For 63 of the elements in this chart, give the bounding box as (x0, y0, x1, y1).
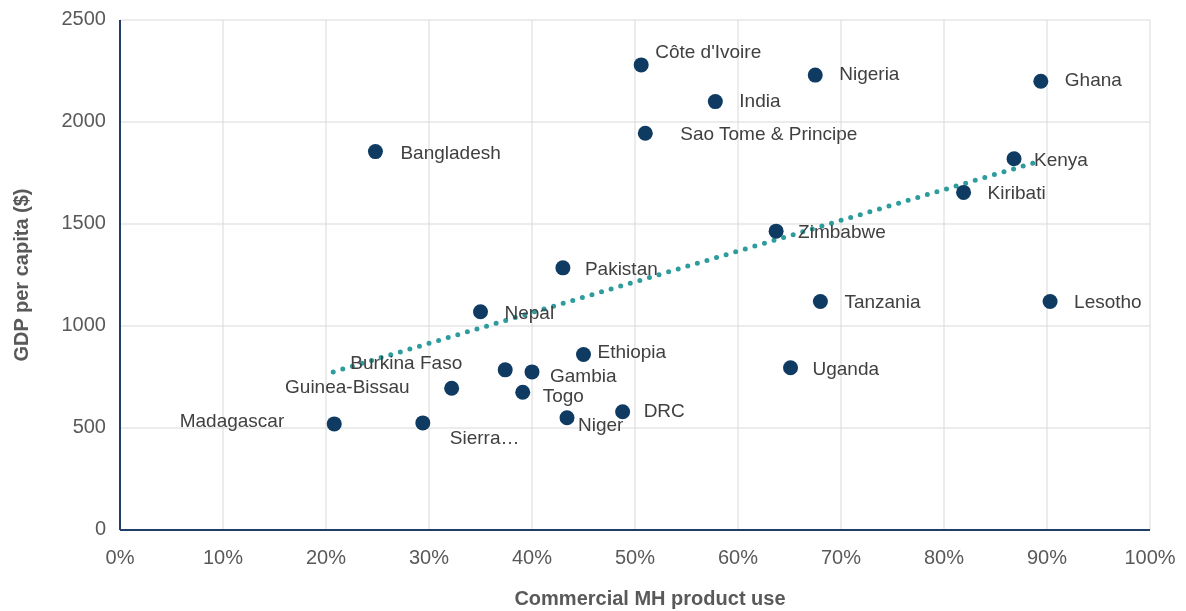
annotation: India (739, 89, 781, 111)
point (326, 416, 342, 432)
y-tick-label: 2000 (61, 109, 106, 132)
point (956, 184, 972, 200)
annotation: Gambia (550, 364, 617, 386)
point (559, 410, 575, 426)
annotation: DRC (643, 399, 685, 421)
y-tick-label: 1500 (61, 211, 106, 234)
x-tick-label: 90% (1026, 546, 1068, 568)
x-tick-label: 60% (717, 546, 759, 568)
annotation: Sierra… (449, 426, 520, 448)
point (524, 364, 540, 380)
point (367, 144, 383, 160)
x-tick-label: 70% (820, 546, 862, 568)
point (768, 223, 784, 239)
point (555, 260, 571, 276)
annotation: Lesotho (1074, 290, 1142, 312)
point (1033, 73, 1049, 89)
y-tick-label: 500 (72, 415, 106, 438)
x-tick-label: 100% (1124, 546, 1176, 568)
x-tick-label: 40% (511, 546, 553, 568)
point (1006, 151, 1022, 167)
x-tick-label: 50% (614, 546, 656, 568)
point (576, 347, 591, 363)
annotation: Tanzania (844, 290, 921, 312)
x-tick-label: 10% (202, 546, 244, 568)
annotation: Pakistan (584, 257, 658, 279)
point (444, 380, 460, 396)
annotation: Nigeria (839, 63, 900, 85)
y-tick-label: 1000 (61, 313, 106, 336)
annotation: Uganda (812, 357, 880, 379)
point (707, 94, 723, 110)
point (415, 415, 431, 431)
annotation: Sao Tome & Principe (680, 123, 858, 145)
x-tick-label: 20% (305, 546, 347, 568)
annotation: Kiribati (987, 182, 1046, 204)
annotation: Guinea-Bissau (285, 376, 410, 398)
point (633, 57, 649, 73)
annotation: Togo (542, 385, 584, 407)
annotation: Côte d'Ivoire (655, 40, 762, 62)
point (515, 384, 531, 400)
x-axis-title: Commercial MH product use (514, 587, 786, 609)
point (615, 404, 631, 420)
annotation: Kenya (1034, 148, 1089, 170)
point (783, 360, 799, 376)
y-axis-title: GDP per capita ($) (10, 188, 32, 362)
point (497, 362, 513, 378)
annotation: Bangladesh (400, 141, 501, 163)
annotation: Niger (578, 413, 625, 435)
x-tick-label: 0% (105, 546, 135, 568)
annotation: Zimbabwe (798, 221, 886, 243)
point (473, 304, 488, 320)
y-tick-label: 0 (94, 517, 106, 540)
x-tick-label: 80% (923, 546, 965, 568)
annotation: Madagascar (179, 409, 285, 431)
point (637, 125, 653, 141)
point (1042, 294, 1058, 310)
annotation: Ethiopia (597, 340, 667, 362)
y-tick-label: 2500 (61, 7, 106, 30)
x-tick-label: 30% (408, 546, 450, 568)
point (807, 67, 823, 83)
annotation: Ghana (1064, 69, 1123, 91)
point (812, 294, 828, 310)
